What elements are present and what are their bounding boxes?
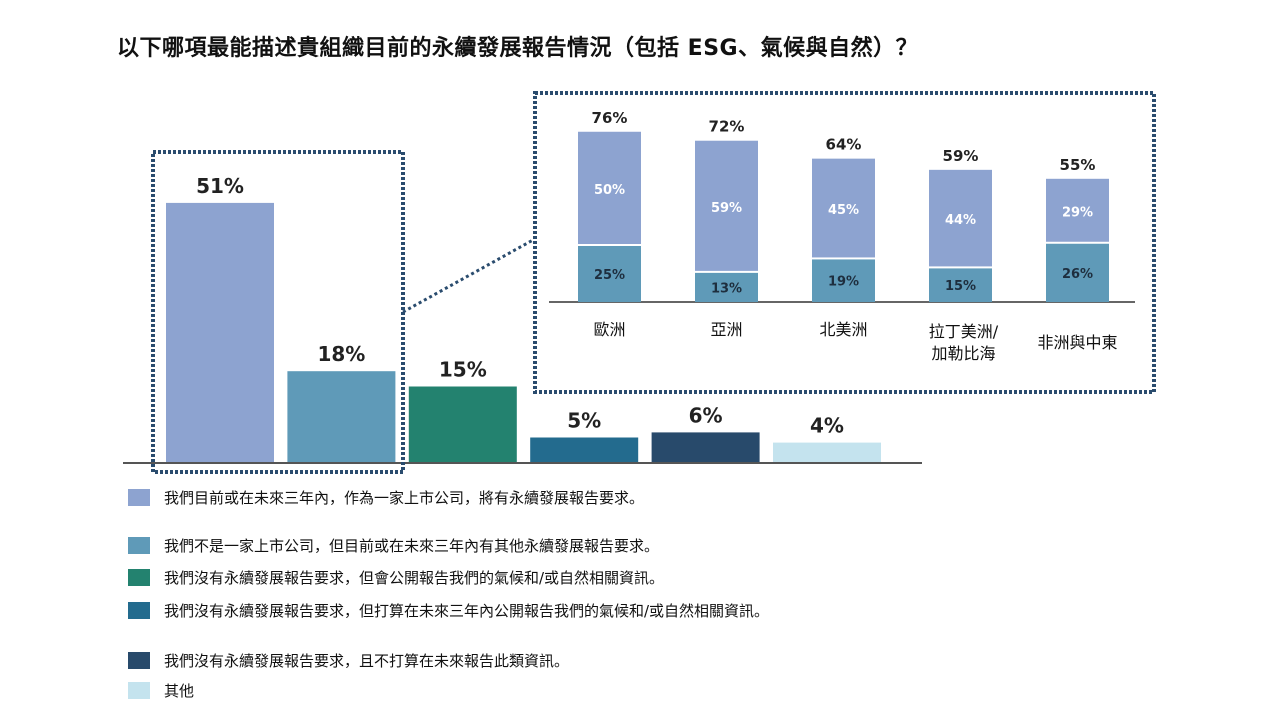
legend-label: 我們沒有永續發展報告要求，但打算在未來三年內公開報告我們的氣候和/或自然相關資訊… xyxy=(164,602,770,620)
bar-label-5: 4% xyxy=(810,414,844,438)
inset-total-label-3: 59% xyxy=(943,147,979,165)
inset-top-label-3: 44% xyxy=(945,213,976,228)
bar-5 xyxy=(773,442,881,463)
inset-category-label-3: 拉丁美洲/ xyxy=(929,322,999,341)
legend-swatch xyxy=(128,652,150,669)
legend-swatch xyxy=(128,602,150,619)
bar-2 xyxy=(408,386,517,463)
bar-1 xyxy=(287,371,396,463)
inset-bottom-label-4: 26% xyxy=(1062,267,1093,282)
inset-category-label-3: 加勒比海 xyxy=(931,344,995,363)
legend-item: 其他 xyxy=(128,680,194,701)
inset-total-label-0: 76% xyxy=(592,109,628,127)
inset-total-label-4: 55% xyxy=(1060,156,1096,174)
legend-label: 我們沒有永續發展報告要求，且不打算在未來報告此類資訊。 xyxy=(164,652,570,670)
inset-bar-bottom-2 xyxy=(812,259,875,302)
legend-swatch xyxy=(128,537,150,554)
legend-label: 我們沒有永續發展報告要求，但會公開報告我們的氣候和/或自然相關資訊。 xyxy=(164,569,665,587)
legend-item: 我們沒有永續發展報告要求，但打算在未來三年內公開報告我們的氣候和/或自然相關資訊… xyxy=(128,600,769,621)
legend-item: 我們沒有永續發展報告要求，但會公開報告我們的氣候和/或自然相關資訊。 xyxy=(128,567,664,588)
bar-3 xyxy=(530,437,639,463)
legend-swatch xyxy=(128,682,150,699)
legend-item: 我們目前或在未來三年內，作為一家上市公司，將有永續發展報告要求。 xyxy=(128,487,644,508)
inset-bar-top-4 xyxy=(1046,178,1109,242)
bar-label-3: 5% xyxy=(567,409,601,433)
legend-swatch xyxy=(128,569,150,586)
inset-category-label-1: 亞洲 xyxy=(710,320,742,339)
inset-bar-bottom-4 xyxy=(1046,243,1109,302)
bar-4 xyxy=(651,432,760,463)
inset-bottom-label-0: 25% xyxy=(594,268,625,283)
inset-bar-top-3 xyxy=(929,169,992,267)
bar-0 xyxy=(166,202,274,463)
connector-line xyxy=(402,238,534,314)
inset-bar-top-1 xyxy=(695,140,758,271)
inset-bottom-label-1: 13% xyxy=(711,281,742,296)
inset-bar-bottom-3 xyxy=(929,268,992,302)
inset-category-label-2: 北美洲 xyxy=(819,320,867,339)
legend-label: 我們不是一家上市公司，但目前或在未來三年內有其他永續發展報告要求。 xyxy=(164,537,660,555)
chart-title: 以下哪項最能描述貴組織目前的永續發展報告情況（包括 ESG、氣候與自然）？ xyxy=(117,36,919,61)
inset-top-label-1: 59% xyxy=(711,201,742,216)
legend-item: 我們不是一家上市公司，但目前或在未來三年內有其他永續發展報告要求。 xyxy=(128,535,659,556)
bar-label-0: 51% xyxy=(196,174,244,198)
legend-label: 其他 xyxy=(164,682,195,700)
inset-total-label-1: 72% xyxy=(709,118,745,136)
bar-label-2: 15% xyxy=(439,358,487,382)
bar-label-4: 6% xyxy=(689,403,723,427)
bar-label-1: 18% xyxy=(317,342,365,366)
inset-bottom-label-3: 15% xyxy=(945,279,976,294)
inset-bar-top-0 xyxy=(578,131,641,244)
inset-top-label-0: 50% xyxy=(594,183,625,198)
inset-top-label-4: 29% xyxy=(1062,205,1093,220)
inset-category-label-0: 歐洲 xyxy=(593,320,625,339)
inset-bar-bottom-1 xyxy=(695,272,758,302)
legend-swatch xyxy=(128,489,150,506)
legend-item: 我們沒有永續發展報告要求，且不打算在未來報告此類資訊。 xyxy=(128,650,569,671)
inset-top-label-2: 45% xyxy=(828,203,859,218)
inset-bar-bottom-0 xyxy=(578,246,641,302)
inset-bottom-label-2: 19% xyxy=(828,275,859,290)
inset-category-label-4: 非洲與中東 xyxy=(1037,333,1117,352)
inset-total-label-2: 64% xyxy=(826,136,862,154)
inset-bar-top-2 xyxy=(812,158,875,258)
legend-label: 我們目前或在未來三年內，作為一家上市公司，將有永續發展報告要求。 xyxy=(164,489,645,507)
